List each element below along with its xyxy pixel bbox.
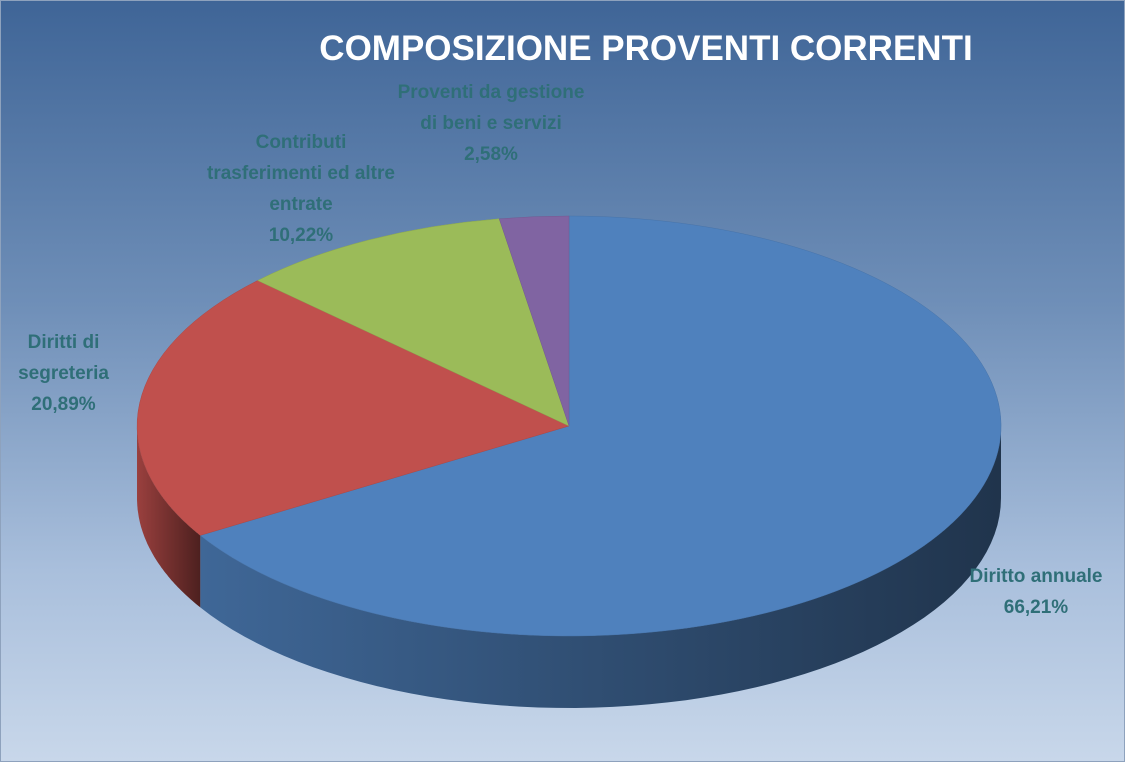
- category-label: Diritto annuale: [969, 566, 1103, 587]
- category-label: Diritti di segreteria: [18, 332, 109, 384]
- slice-side: [137, 426, 201, 608]
- chart-title: COMPOSIZIONE PROVENTI CORRENTI: [319, 29, 973, 68]
- pie-slice: [136, 280, 570, 536]
- data-label: Contributi trasferimenti ed altre entrat…: [201, 127, 401, 251]
- category-label: Proventi da gestione di beni e servizi: [397, 82, 585, 134]
- value-label: 20,89%: [31, 394, 96, 415]
- value-label: 2,58%: [464, 144, 518, 165]
- value-label: 66,21%: [1003, 597, 1069, 618]
- category-label: Contributi trasferimenti ed altre entrat…: [207, 132, 395, 215]
- pie-slice: [498, 215, 570, 427]
- slice-side: [200, 426, 1002, 708]
- data-label: Proventi da gestione di beni e servizi 2,…: [391, 77, 591, 170]
- value-label: 10,22%: [268, 225, 334, 246]
- pie-slice: [257, 218, 570, 427]
- data-label: Diritti di segreteria 20,89%: [6, 327, 121, 420]
- pie-slice: [199, 215, 1002, 637]
- data-label: Diritto annuale 66,21%: [936, 561, 1124, 623]
